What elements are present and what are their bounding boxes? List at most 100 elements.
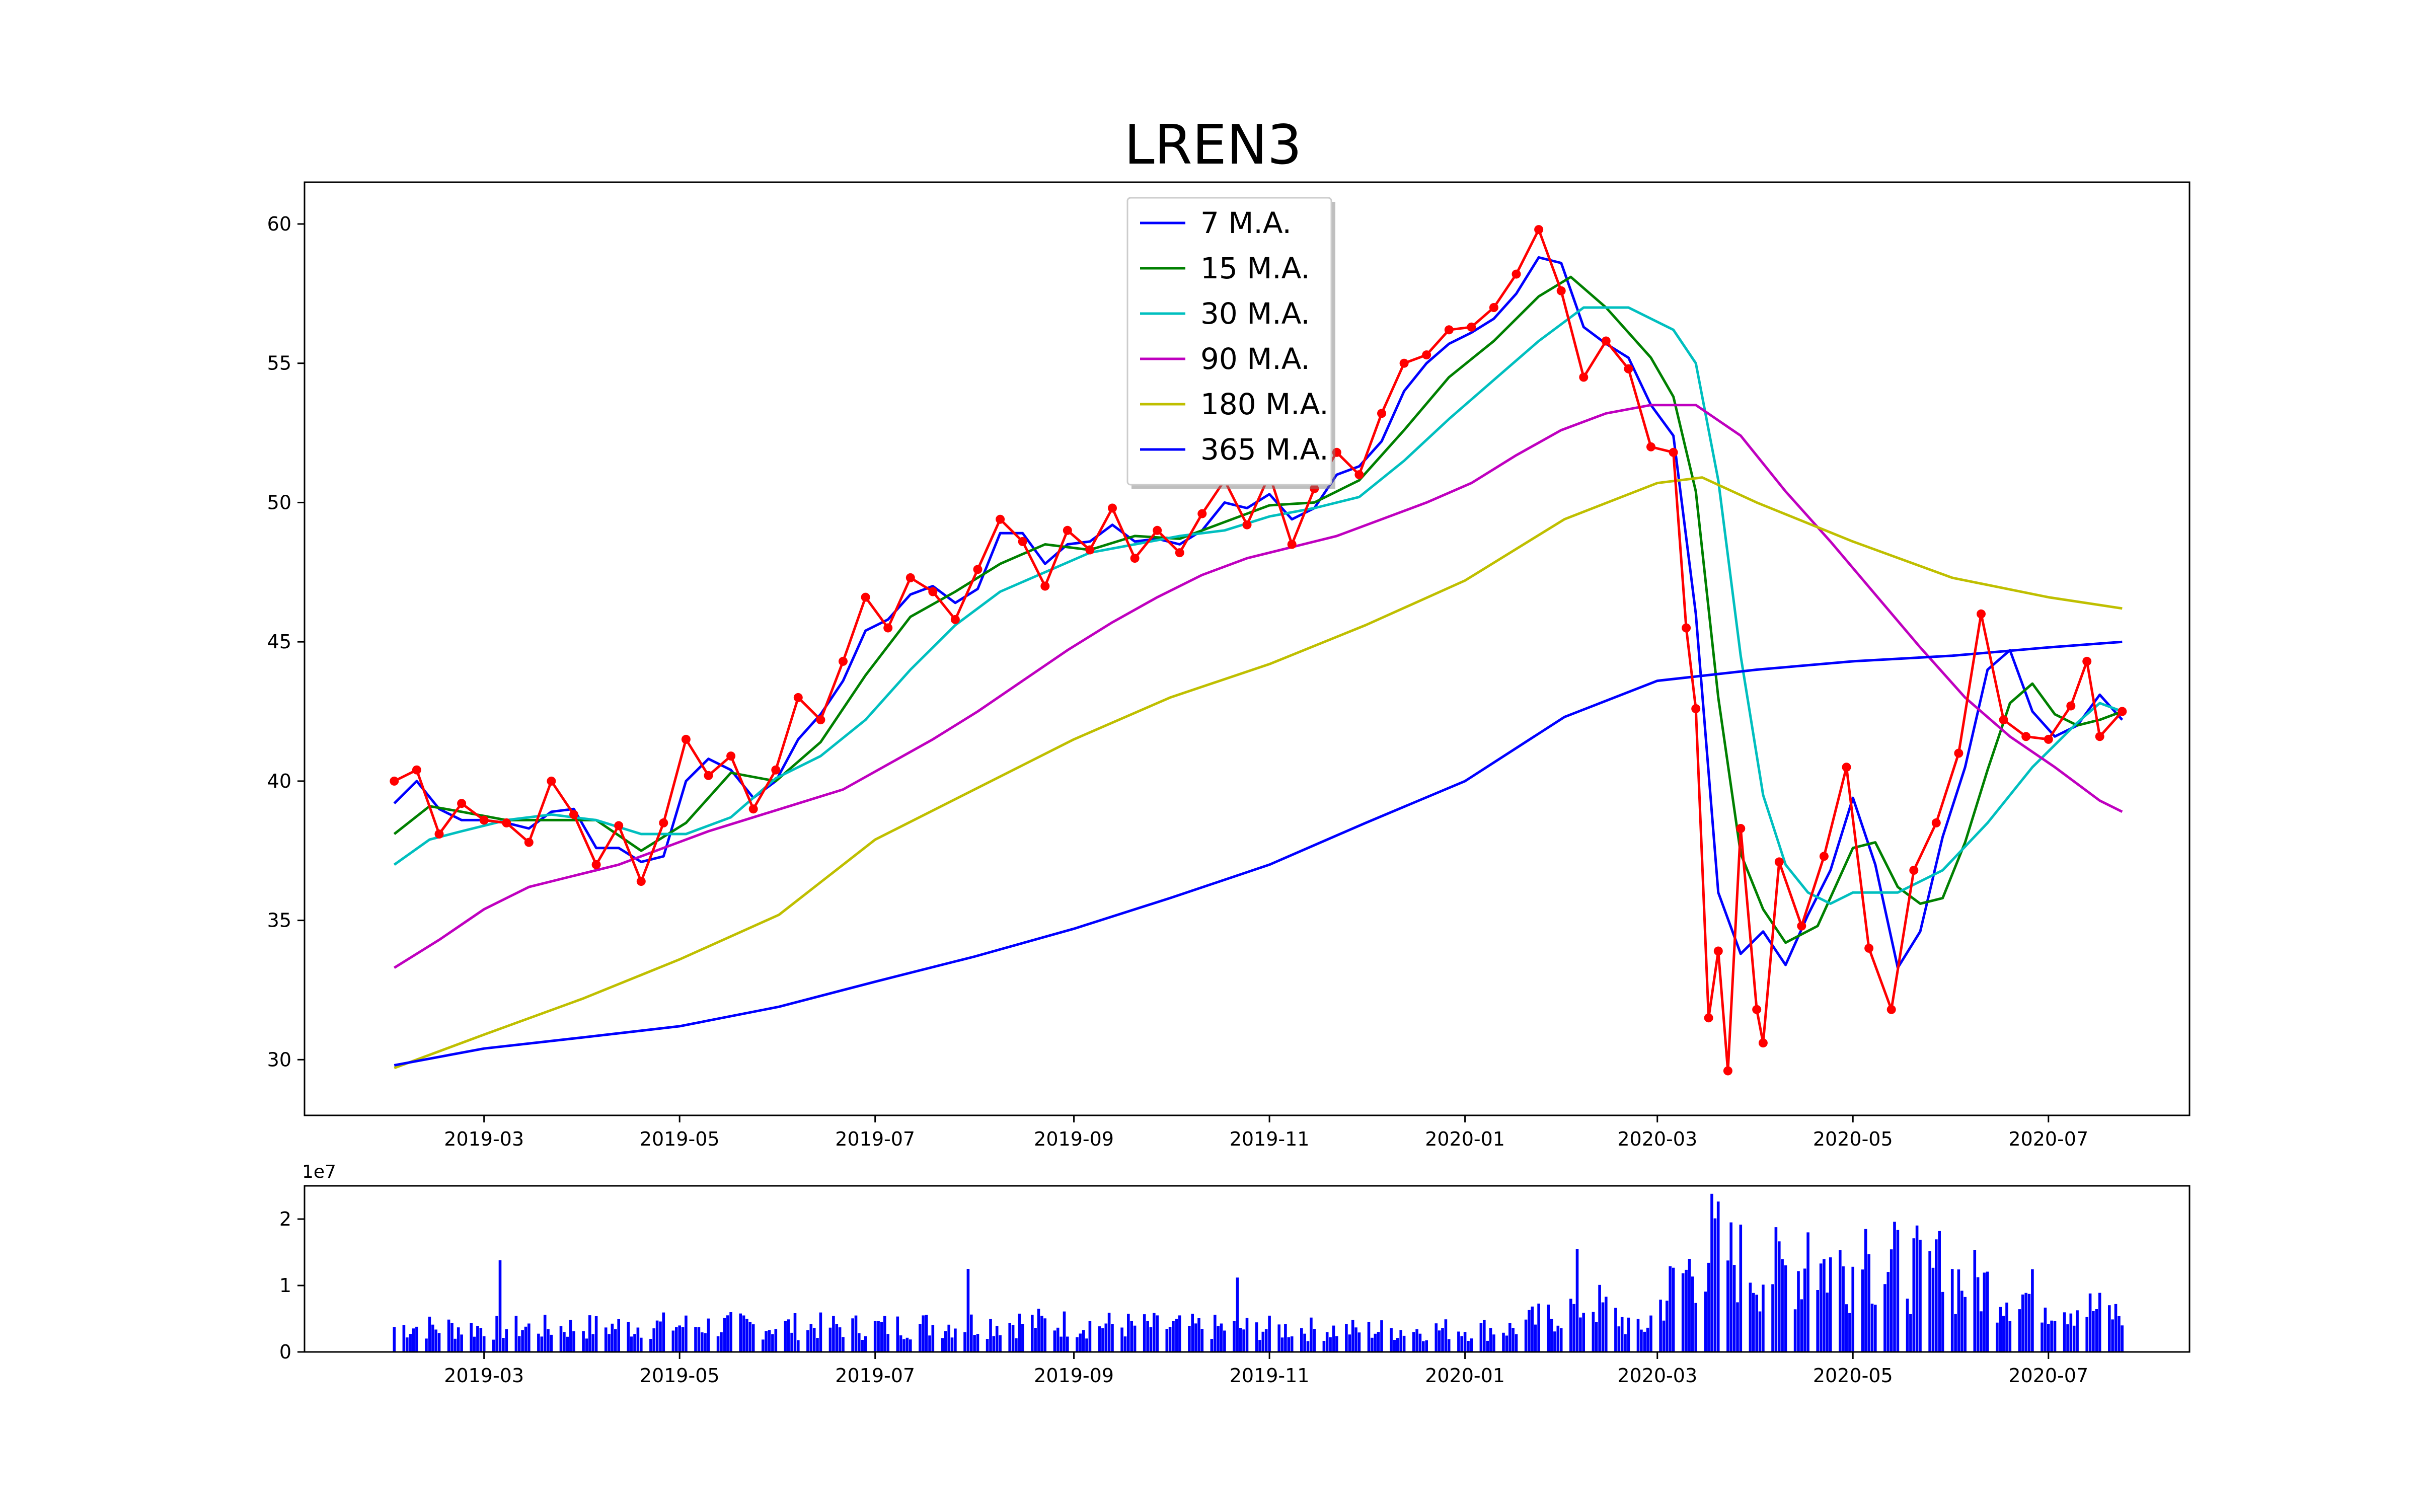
volume-bar [1284, 1324, 1287, 1352]
volume-bar [514, 1316, 518, 1352]
volume-bar [2088, 1293, 2092, 1352]
close-price-marker [479, 815, 489, 825]
volume-bar [502, 1338, 505, 1352]
volume-bar [412, 1328, 415, 1352]
volume-bar [1771, 1284, 1774, 1352]
volume-bar [1826, 1293, 1829, 1352]
volume-bar [550, 1334, 553, 1352]
close-price-marker [1691, 704, 1701, 713]
volume-bar [1332, 1325, 1335, 1352]
close-price-marker [1646, 442, 1655, 451]
volume-bar [858, 1333, 861, 1352]
volume-bar [1823, 1259, 1826, 1352]
volume-bar [2095, 1309, 2098, 1352]
volume-bar [1508, 1323, 1512, 1352]
volume-bar [707, 1318, 710, 1352]
volume-bar [1085, 1338, 1088, 1352]
volume-bar [1713, 1218, 1717, 1352]
volume-bar [1666, 1301, 1669, 1352]
volume-bar [498, 1260, 502, 1352]
volume-bar [2092, 1311, 2095, 1352]
volume-bar [2021, 1294, 2024, 1352]
volume-bar [1082, 1330, 1085, 1352]
volume-bar [851, 1318, 854, 1352]
close-price-marker [1624, 364, 1633, 373]
volume-bar [963, 1332, 966, 1352]
volume-bar [543, 1315, 547, 1352]
volume-bar [460, 1334, 463, 1352]
volume-bar [1919, 1240, 1922, 1352]
volume-bar [992, 1336, 996, 1352]
volume-bar [745, 1319, 748, 1352]
volume-bar [1470, 1338, 1473, 1352]
volume-bar [479, 1328, 483, 1352]
volume-bar [582, 1331, 585, 1352]
volume-bar [944, 1331, 947, 1352]
volume-bar [1258, 1340, 1261, 1352]
volume-bar [909, 1339, 912, 1352]
volume-bar [617, 1319, 620, 1352]
volume-bar [1726, 1260, 1729, 1352]
volume-bar [1415, 1329, 1418, 1352]
price-x-tick-label: 2020-07 [2008, 1128, 2088, 1150]
volume-y-tick-label: 1 [279, 1274, 291, 1297]
legend-label: 7 M.A. [1200, 206, 1292, 240]
volume-bar [1752, 1293, 1755, 1352]
volume-bar [1575, 1249, 1579, 1352]
volume-bar [1749, 1282, 1752, 1352]
volume-bar [1950, 1269, 1954, 1352]
volume-bar [765, 1331, 768, 1352]
volume-bar [492, 1339, 495, 1352]
volume-bar [1287, 1337, 1291, 1352]
price-y-tick-label: 50 [267, 491, 291, 513]
volume-bar [1704, 1292, 1707, 1352]
volume-bar [1579, 1317, 1582, 1352]
volume-bar [1329, 1337, 1332, 1352]
volume-bar [1264, 1329, 1268, 1352]
ma-line-365-m-a [394, 640, 2123, 1067]
volume-bar [1313, 1329, 1316, 1352]
close-price-marker [1774, 857, 1784, 867]
volume-bar [1399, 1330, 1402, 1352]
volume-bar [941, 1338, 944, 1352]
close-price-marker [681, 734, 691, 744]
volume-bar [1582, 1313, 1585, 1352]
volume-bar [678, 1325, 681, 1352]
volume-bar [537, 1333, 540, 1352]
volume-bar [1348, 1334, 1351, 1352]
volume-bar [2066, 1324, 2069, 1352]
close-price-marker [636, 877, 646, 886]
volume-bar [1636, 1319, 1640, 1352]
volume-bar [947, 1324, 950, 1352]
volume-bar [1079, 1333, 1082, 1352]
price-x-tick-label: 2020-01 [1425, 1128, 1505, 1150]
volume-bar [1842, 1266, 1845, 1352]
volume-bar [1643, 1331, 1646, 1352]
volume-bar [1662, 1320, 1666, 1352]
price-x-tick-label: 2019-03 [444, 1128, 524, 1150]
volume-bar [768, 1330, 771, 1352]
volume-bar [905, 1337, 909, 1352]
volume-bar [1598, 1284, 1601, 1352]
volume-bar [1797, 1271, 1800, 1352]
volume-bar [1890, 1249, 1893, 1352]
volume-bar [572, 1331, 575, 1352]
ma-line-30-m-a [393, 306, 2123, 905]
volume-bar [1374, 1333, 1377, 1352]
volume-bar [1595, 1322, 1598, 1352]
volume-bar [1210, 1339, 1214, 1352]
volume-bar [1867, 1254, 1870, 1352]
volume-x-tick-label: 2020-03 [1617, 1365, 1697, 1387]
close-price-marker [1467, 322, 1476, 332]
close-price-marker [659, 818, 668, 827]
volume-bar [524, 1326, 527, 1352]
volume-bar [1537, 1303, 1540, 1352]
volume-bar [1874, 1305, 1877, 1352]
volume-bar [1277, 1324, 1280, 1352]
close-price-marker [524, 838, 534, 847]
volume-bar [2050, 1320, 2053, 1352]
volume-bar [1217, 1326, 1220, 1352]
volume-y-axis: 0 1 2 [279, 1208, 305, 1363]
volume-bar [2118, 1316, 2121, 1352]
